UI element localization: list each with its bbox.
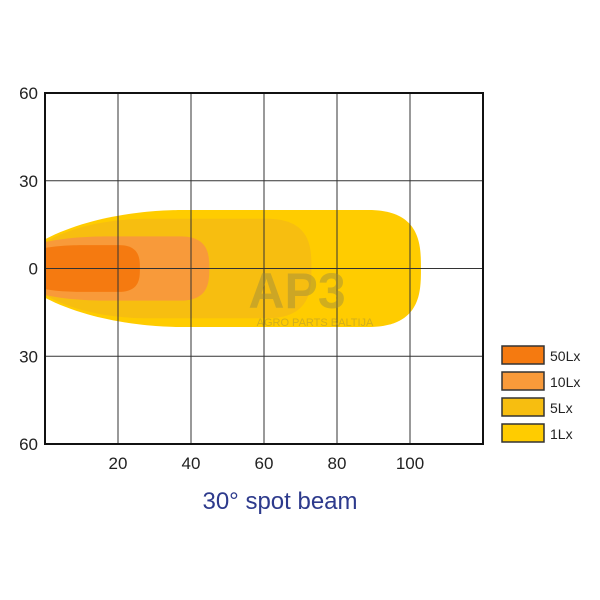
legend-label: 10Lx [550, 374, 580, 390]
svg-text:AGRO PARTS BALTIJA: AGRO PARTS BALTIJA [257, 317, 374, 329]
legend-swatch [501, 345, 545, 365]
legend-label: 50Lx [550, 348, 580, 364]
x-tick-label: 60 [255, 454, 274, 473]
watermark: AP3 AGRO PARTS BALTIJA [248, 263, 374, 329]
y-tick-label: 60 [19, 84, 38, 103]
y-tick-label: 30 [19, 172, 38, 191]
legend-swatch [501, 423, 545, 443]
plot-frame [44, 92, 484, 445]
legend-label: 5Lx [550, 400, 573, 416]
svg-text:AP3: AP3 [248, 263, 345, 319]
legend-swatch [501, 371, 545, 391]
x-tick-label: 40 [182, 454, 201, 473]
y-tick-label: 30 [19, 347, 38, 366]
y-tick-label: 60 [19, 435, 38, 454]
legend-label: 1Lx [550, 426, 573, 442]
y-tick-label: 0 [29, 260, 38, 279]
x-tick-label: 100 [396, 454, 424, 473]
chart-title: 30° spot beam [202, 488, 357, 515]
x-tick-label: 80 [328, 454, 347, 473]
legend-swatch [501, 397, 545, 417]
x-tick-label: 20 [109, 454, 128, 473]
